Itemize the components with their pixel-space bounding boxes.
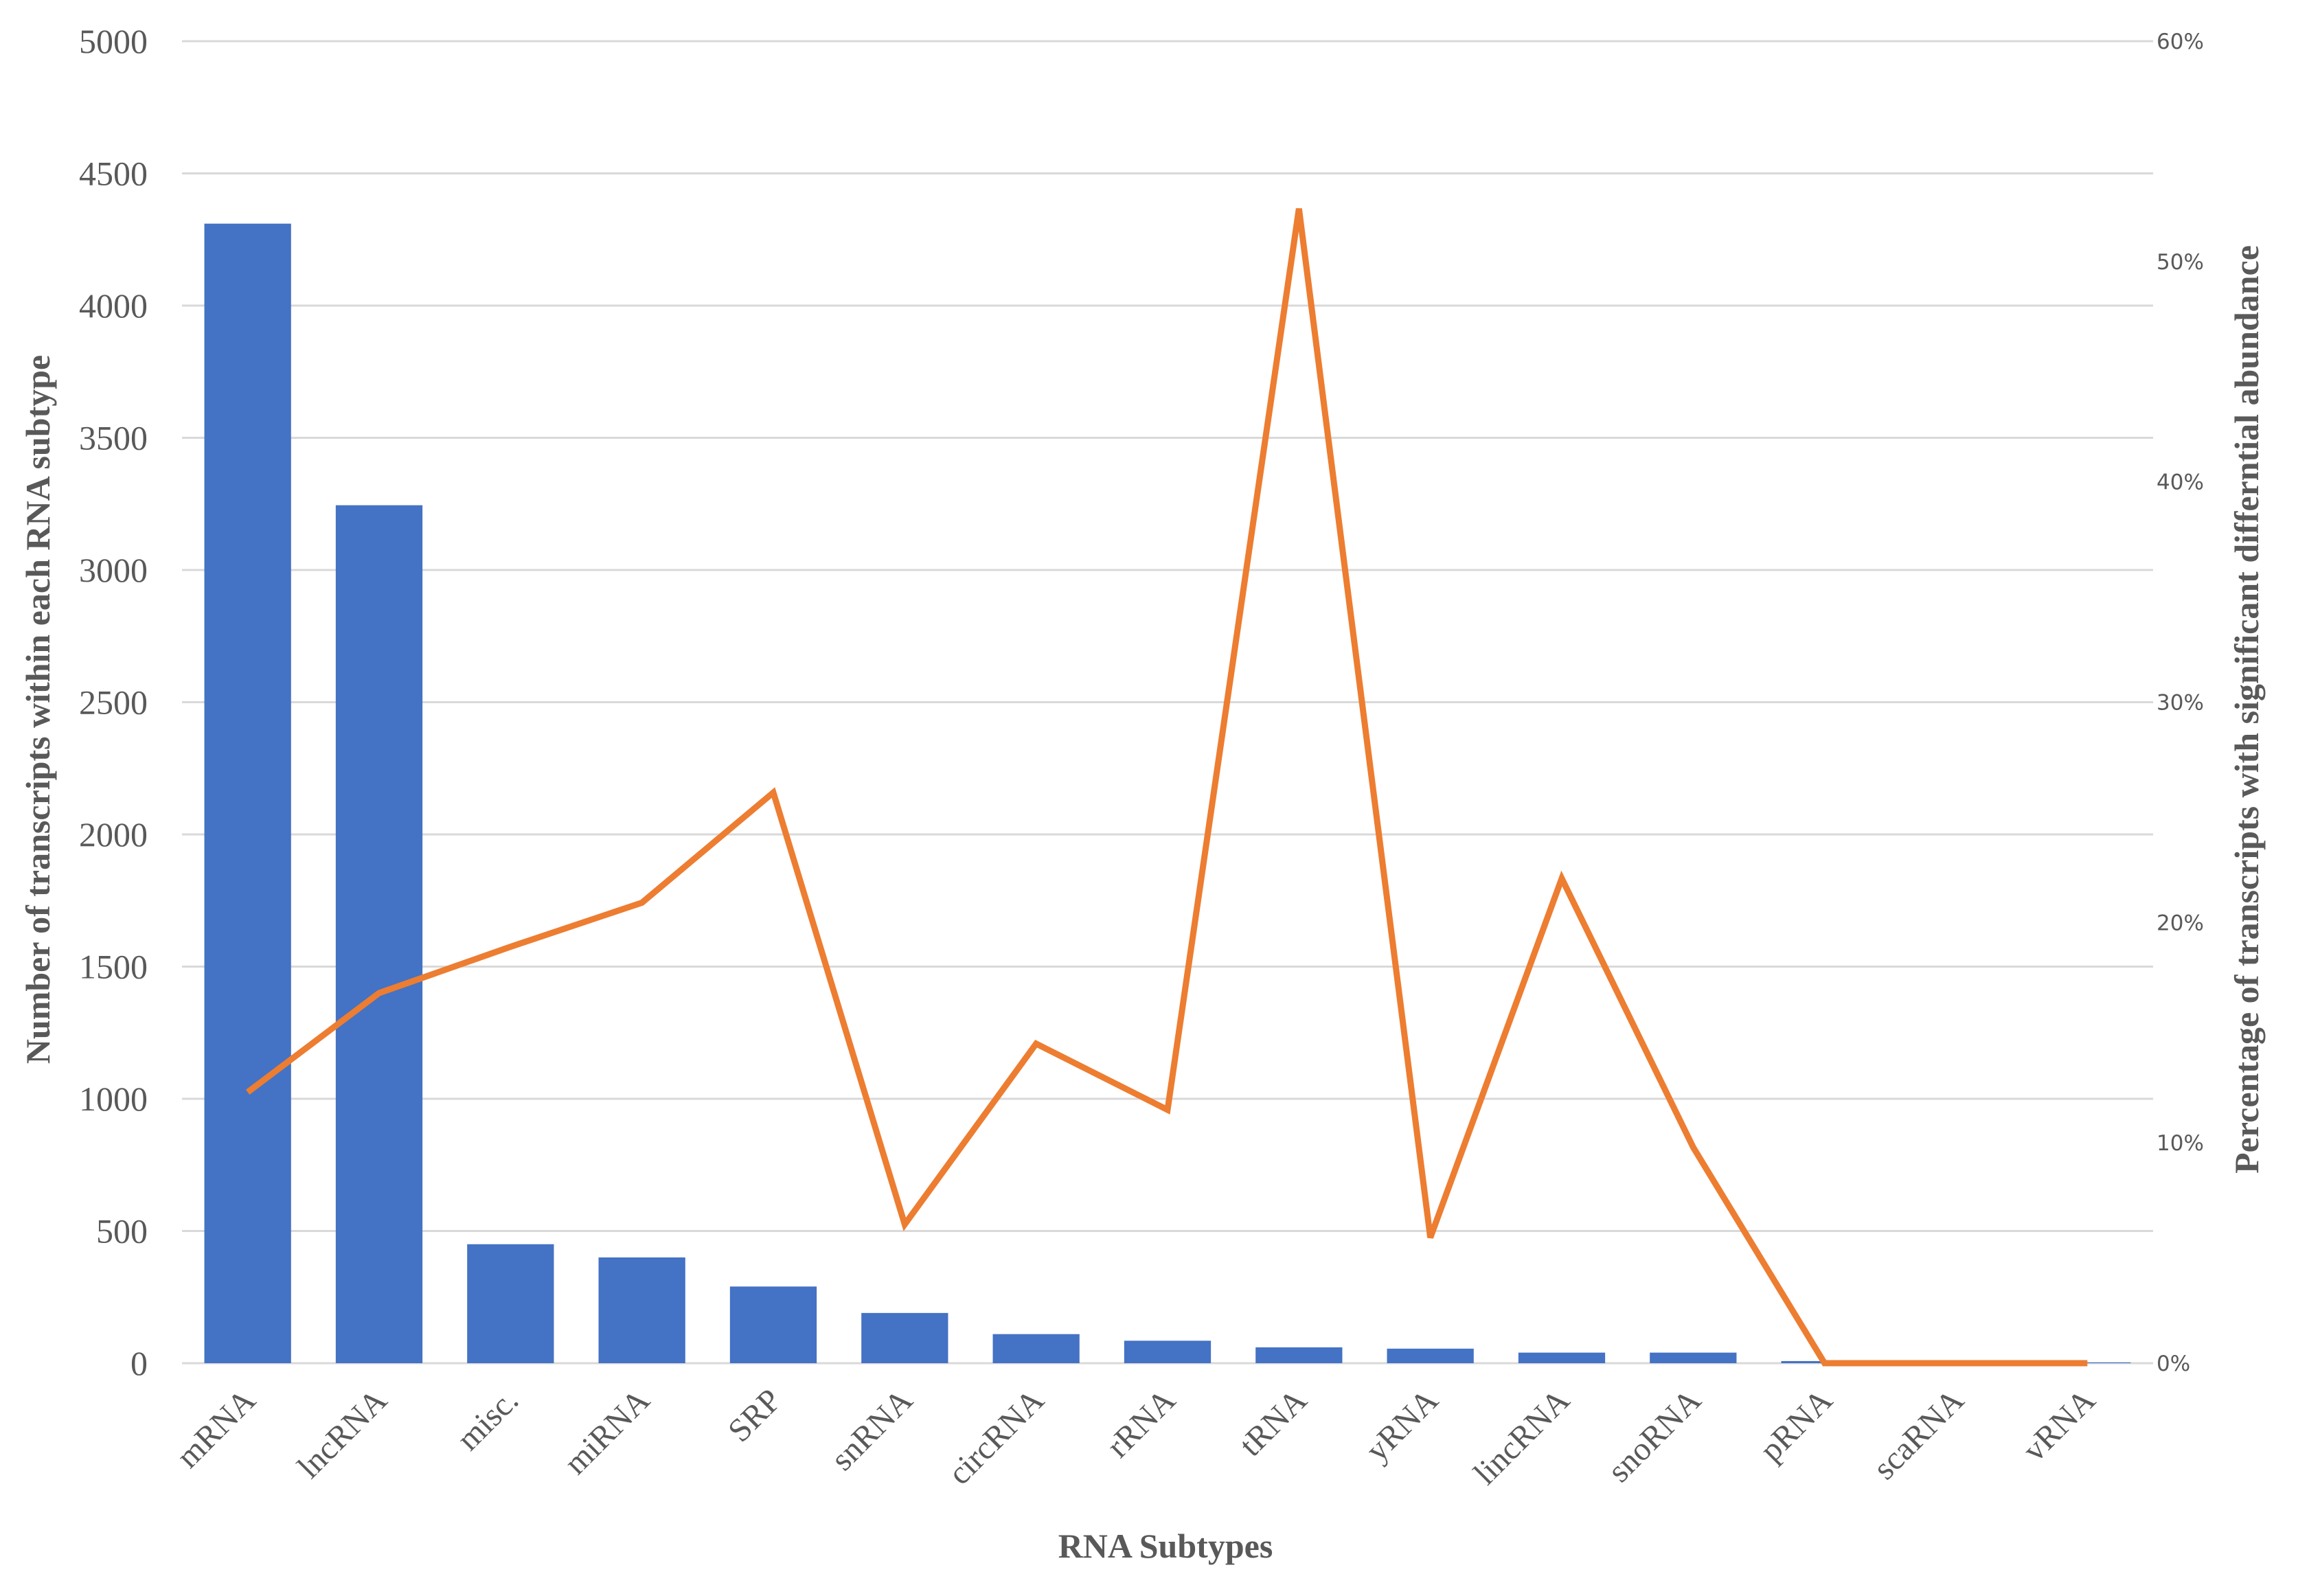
right-tick-label: 60%: [2157, 30, 2204, 54]
bar-misc: [467, 1244, 554, 1363]
left-tick-label: 5000: [79, 22, 148, 60]
right-tick-label: 30%: [2157, 691, 2204, 716]
bar-rrna: [1124, 1341, 1211, 1363]
left-tick-label: 500: [96, 1212, 148, 1251]
right-tick-label: 40%: [2157, 470, 2204, 495]
category-label: miRNA: [557, 1382, 657, 1481]
y2-axis-title: Percentage of transcripts with significa…: [2227, 245, 2266, 1174]
left-tick-label: 2500: [79, 683, 148, 722]
left-tick-label: 2000: [79, 815, 148, 854]
category-label: circRNA: [941, 1382, 1051, 1492]
left-tick-label: 3500: [79, 419, 148, 457]
right-axis-ticks: 0% 10% 20% 30% 40% 50% 60%: [2157, 30, 2204, 1376]
right-tick-label: 10%: [2157, 1131, 2204, 1156]
left-tick-label: 0: [130, 1344, 148, 1382]
category-label: yRNA: [1358, 1382, 1445, 1468]
bar-lncrna: [335, 505, 423, 1363]
category-label: mRNA: [170, 1382, 263, 1475]
left-tick-label: 4500: [79, 155, 148, 193]
left-tick-label: 3000: [79, 551, 148, 589]
bar-circrna: [992, 1334, 1080, 1363]
bar-mrna: [204, 223, 291, 1363]
category-label: snRNA: [824, 1382, 920, 1478]
bar-mirna: [598, 1257, 685, 1363]
bar-yrna: [1387, 1348, 1474, 1363]
line-series: [245, 208, 2088, 1367]
bar-srp: [729, 1286, 817, 1363]
left-tick-label: 1500: [79, 948, 148, 986]
category-label: misc.: [450, 1382, 525, 1457]
category-labels: mRNA lncRNA misc. miRNA SRP snRNA circRNA rRNA t…: [170, 1382, 2102, 1492]
category-label: vRNA: [2016, 1382, 2102, 1468]
x-axis-title: RNA Subtypes: [1058, 1527, 1273, 1565]
percentage-line: [245, 208, 2088, 1367]
bar-trna: [1255, 1347, 1343, 1363]
left-tick-label: 1000: [79, 1080, 148, 1118]
right-tick-label: 20%: [2157, 911, 2204, 935]
left-tick-label: 4000: [79, 286, 148, 325]
gridlines: [182, 40, 2153, 1365]
category-label: scaRNA: [1866, 1382, 1971, 1487]
category-label: pRNA: [1753, 1382, 1839, 1468]
bar-snrna: [861, 1312, 948, 1363]
category-label: SRP: [721, 1382, 788, 1449]
category-label: snoRNA: [1601, 1382, 1709, 1490]
category-label: tRNA: [1233, 1382, 1315, 1463]
bar-snorna: [1650, 1352, 1737, 1363]
y-axis-title: Number of transcripts within each RNA su…: [19, 355, 57, 1064]
bar-lincrna: [1518, 1352, 1606, 1363]
left-axis-ticks: 0 500 1000 1500 2000 2500 3000 3500 4000 4500 5000: [79, 22, 148, 1382]
bar-series: [204, 223, 2131, 1363]
category-label: rRNA: [1100, 1382, 1183, 1465]
right-tick-label: 50%: [2157, 250, 2204, 275]
category-label: lncRNA: [291, 1382, 394, 1485]
right-tick-label: 0%: [2157, 1352, 2190, 1376]
category-label: lincRNA: [1467, 1382, 1577, 1492]
